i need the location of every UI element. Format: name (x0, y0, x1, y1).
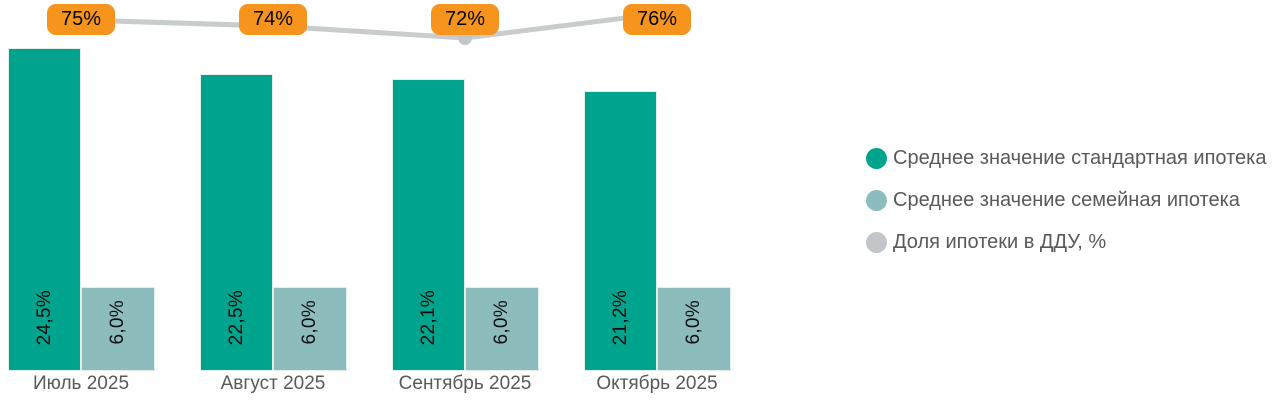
standard-mortgage-bar (392, 79, 465, 371)
legend-marker-standard-mortgage-icon (866, 147, 887, 169)
legend-label-family-mortgage: Среднее значение семейная ипотека (893, 188, 1240, 211)
legend: Среднее значение стандартная ипотека Сре… (866, 145, 1266, 255)
category-label: Октябрь 2025 (596, 373, 718, 394)
standard-mortgage-bar (584, 91, 657, 371)
family-mortgage-bar (273, 287, 347, 371)
standard-mortgage-bar (200, 74, 273, 371)
standard-mortgage-bar (8, 48, 81, 371)
family-mortgage-bar (657, 287, 731, 371)
category-label: Август 2025 (220, 373, 326, 394)
legend-item-family-mortgage: Среднее значение семейная ипотека (866, 187, 1266, 213)
legend-item-ddu-share: Доля ипотеки в ДДУ, % (866, 229, 1266, 255)
legend-item-standard-mortgage: Среднее значение стандартная ипотека (866, 145, 1266, 171)
category-label: Сентябрь 2025 (398, 373, 532, 394)
category-label: Июль 2025 (32, 373, 130, 394)
ddu-share-line (80, 11, 658, 41)
family-mortgage-bar (81, 287, 155, 371)
legend-marker-family-mortgage-icon (866, 189, 887, 211)
legend-marker-ddu-share-icon (866, 231, 887, 253)
ddu-share-value-label: 72% (431, 4, 499, 35)
ddu-share-value-label: 75% (47, 4, 115, 35)
ddu-share-value-label: 74% (239, 4, 307, 35)
family-mortgage-bar (465, 287, 539, 371)
ddu-share-value-label: 76% (623, 4, 691, 35)
plot-area: 24,5% 6,0% Июль 2025 22,5% 6,0% Август 2025 22… (8, 48, 731, 394)
legend-label-standard-mortgage: Среднее значение стандартная ипотека (893, 146, 1267, 169)
legend-label-ddu-share: Доля ипотеки в ДДУ, % (893, 230, 1107, 253)
